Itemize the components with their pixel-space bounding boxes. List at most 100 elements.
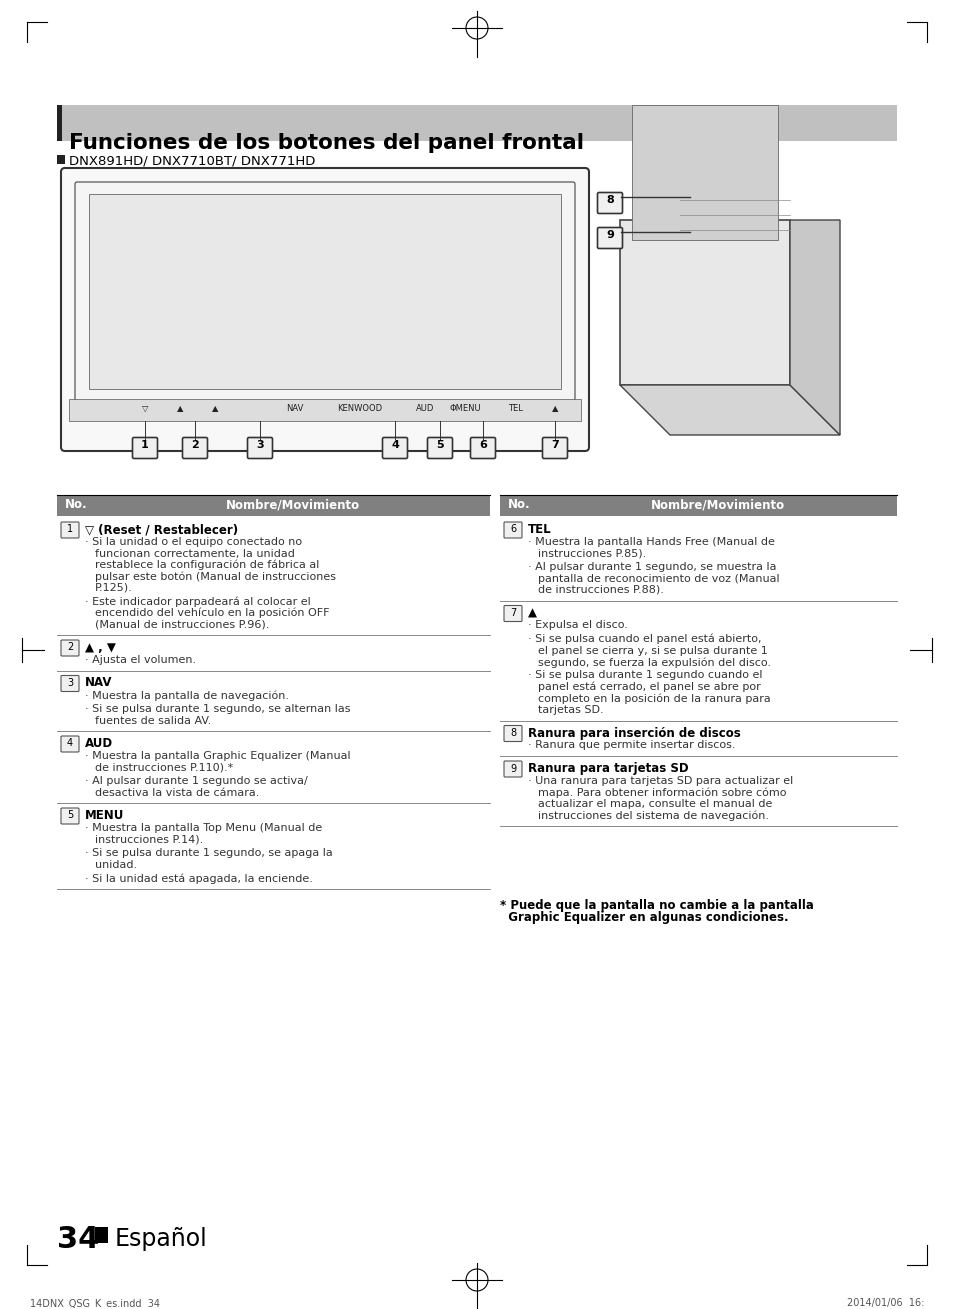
Text: panel está cerrado, el panel se abre por: panel está cerrado, el panel se abre por xyxy=(537,682,760,692)
Text: · Muestra la pantalla de navegación.: · Muestra la pantalla de navegación. xyxy=(85,691,289,702)
Text: 9: 9 xyxy=(510,763,516,774)
Text: 2014/01/06  16:: 2014/01/06 16: xyxy=(845,1299,923,1308)
Polygon shape xyxy=(789,220,840,435)
Text: restablece la configuración de fábrica al: restablece la configuración de fábrica a… xyxy=(95,560,319,571)
FancyBboxPatch shape xyxy=(61,736,79,751)
Text: 1: 1 xyxy=(141,440,149,450)
Bar xyxy=(619,220,789,385)
Text: · Si se pulsa durante 1 segundo, se apaga la: · Si se pulsa durante 1 segundo, se apag… xyxy=(85,848,333,857)
FancyBboxPatch shape xyxy=(61,640,79,656)
Text: 7: 7 xyxy=(509,607,516,618)
FancyBboxPatch shape xyxy=(597,228,622,249)
Text: · Muestra la pantalla Hands Free (Manual de: · Muestra la pantalla Hands Free (Manual… xyxy=(527,537,774,547)
Bar xyxy=(69,399,580,421)
Text: funcionan correctamente, la unidad: funcionan correctamente, la unidad xyxy=(95,548,294,559)
Text: P.125).: P.125). xyxy=(95,583,132,593)
Text: ▲: ▲ xyxy=(527,606,537,619)
Text: segundo, se fuerza la expulsión del disco.: segundo, se fuerza la expulsión del disc… xyxy=(537,657,770,668)
Text: * Puede que la pantalla no cambie a la pantalla: * Puede que la pantalla no cambie a la p… xyxy=(499,898,813,911)
Text: ▽ (Reset / Restablecer): ▽ (Reset / Restablecer) xyxy=(85,524,238,535)
Text: AUD: AUD xyxy=(85,737,113,750)
Text: 34: 34 xyxy=(57,1225,99,1254)
Text: 14DNX_QSG_K_es.indd  34: 14DNX_QSG_K_es.indd 34 xyxy=(30,1299,160,1309)
Bar xyxy=(499,495,896,516)
Bar xyxy=(57,495,490,516)
Text: AUD: AUD xyxy=(416,404,434,414)
Text: 7: 7 xyxy=(551,440,558,450)
FancyBboxPatch shape xyxy=(75,182,575,401)
Text: de instrucciones P.110).*: de instrucciones P.110).* xyxy=(95,763,233,772)
Text: de instrucciones P.88).: de instrucciones P.88). xyxy=(537,585,663,596)
Text: 4: 4 xyxy=(67,738,73,749)
Text: Funciones de los botones del panel frontal: Funciones de los botones del panel front… xyxy=(69,134,583,153)
Text: encendido del vehículo en la posición OFF: encendido del vehículo en la posición OF… xyxy=(95,607,329,618)
Text: 8: 8 xyxy=(605,195,613,206)
Bar xyxy=(95,1227,108,1244)
Bar xyxy=(57,105,62,141)
Text: pantalla de reconocimiento de voz (Manual: pantalla de reconocimiento de voz (Manua… xyxy=(537,573,779,584)
Text: completo en la posición de la ranura para: completo en la posición de la ranura par… xyxy=(537,694,770,704)
Bar xyxy=(57,154,65,164)
Text: pulsar este botón (Manual de instrucciones: pulsar este botón (Manual de instruccion… xyxy=(95,572,335,583)
FancyBboxPatch shape xyxy=(61,675,79,691)
Text: · Ajusta el volumen.: · Ajusta el volumen. xyxy=(85,654,196,665)
Text: · Muestra la pantalla Top Menu (Manual de: · Muestra la pantalla Top Menu (Manual d… xyxy=(85,823,322,833)
FancyBboxPatch shape xyxy=(382,437,407,458)
Text: · Si la unidad está apagada, la enciende.: · Si la unidad está apagada, la enciende… xyxy=(85,873,313,884)
Text: NAV: NAV xyxy=(85,677,112,690)
Text: ▽: ▽ xyxy=(142,404,148,414)
Text: ▲: ▲ xyxy=(551,404,558,414)
Text: el panel se cierra y, si se pulsa durante 1: el panel se cierra y, si se pulsa durant… xyxy=(537,645,767,656)
Text: (Manual de instrucciones P.96).: (Manual de instrucciones P.96). xyxy=(95,619,269,630)
FancyBboxPatch shape xyxy=(247,437,273,458)
Text: fuentes de salida AV.: fuentes de salida AV. xyxy=(95,716,211,725)
Text: 3: 3 xyxy=(256,440,264,450)
Bar xyxy=(57,105,896,141)
Text: No.: No. xyxy=(65,497,88,511)
Text: · Una ranura para tarjetas SD para actualizar el: · Una ranura para tarjetas SD para actua… xyxy=(527,776,792,785)
Text: · Muestra la pantalla Graphic Equalizer (Manual: · Muestra la pantalla Graphic Equalizer … xyxy=(85,751,351,761)
Text: 9: 9 xyxy=(605,230,614,240)
FancyBboxPatch shape xyxy=(503,761,521,778)
Text: 5: 5 xyxy=(67,810,73,821)
Text: unidad.: unidad. xyxy=(95,860,137,869)
Text: TEL: TEL xyxy=(527,524,551,535)
Text: Ranura para inserción de discos: Ranura para inserción de discos xyxy=(527,726,740,740)
FancyBboxPatch shape xyxy=(182,437,208,458)
FancyBboxPatch shape xyxy=(503,725,521,741)
Text: instrucciones del sistema de navegación.: instrucciones del sistema de navegación. xyxy=(537,810,768,821)
Text: DNX891HD/ DNX7710BT/ DNX771HD: DNX891HD/ DNX7710BT/ DNX771HD xyxy=(69,154,315,168)
Text: · Este indicador parpadeará al colocar el: · Este indicador parpadeará al colocar e… xyxy=(85,597,311,607)
FancyBboxPatch shape xyxy=(132,437,157,458)
Text: 8: 8 xyxy=(510,728,516,738)
Text: ▲: ▲ xyxy=(176,404,183,414)
Text: · Expulsa el disco.: · Expulsa el disco. xyxy=(527,620,627,631)
Text: Ranura para tarjetas SD: Ranura para tarjetas SD xyxy=(527,762,688,775)
Text: KENWOOD: KENWOOD xyxy=(337,404,382,414)
Text: desactiva la vista de cámara.: desactiva la vista de cámara. xyxy=(95,788,259,797)
Text: 5: 5 xyxy=(436,440,443,450)
Text: NAV: NAV xyxy=(286,404,303,414)
Text: · Si se pulsa durante 1 segundo cuando el: · Si se pulsa durante 1 segundo cuando e… xyxy=(527,670,761,681)
Text: · Si la unidad o el equipo conectado no: · Si la unidad o el equipo conectado no xyxy=(85,537,302,547)
Text: · Si se pulsa durante 1 segundo, se alternan las: · Si se pulsa durante 1 segundo, se alte… xyxy=(85,704,350,713)
Text: 2: 2 xyxy=(191,440,198,450)
Text: Graphic Equalizer en algunas condiciones.: Graphic Equalizer en algunas condiciones… xyxy=(499,911,788,924)
FancyBboxPatch shape xyxy=(61,522,79,538)
Text: MENU: MENU xyxy=(85,809,124,822)
FancyBboxPatch shape xyxy=(61,808,79,823)
FancyBboxPatch shape xyxy=(503,522,521,538)
Text: Nombre/Movimiento: Nombre/Movimiento xyxy=(225,497,359,511)
FancyBboxPatch shape xyxy=(470,437,495,458)
Text: · Ranura que permite insertar discos.: · Ranura que permite insertar discos. xyxy=(527,741,735,750)
Text: 6: 6 xyxy=(510,525,516,534)
Text: 2: 2 xyxy=(67,643,73,652)
Text: ▲: ▲ xyxy=(212,404,218,414)
FancyBboxPatch shape xyxy=(597,192,622,213)
Text: 6: 6 xyxy=(478,440,486,450)
FancyBboxPatch shape xyxy=(542,437,567,458)
Text: TEL: TEL xyxy=(507,404,522,414)
Text: No.: No. xyxy=(507,497,530,511)
Text: instrucciones P.85).: instrucciones P.85). xyxy=(537,548,645,559)
FancyBboxPatch shape xyxy=(61,168,588,452)
